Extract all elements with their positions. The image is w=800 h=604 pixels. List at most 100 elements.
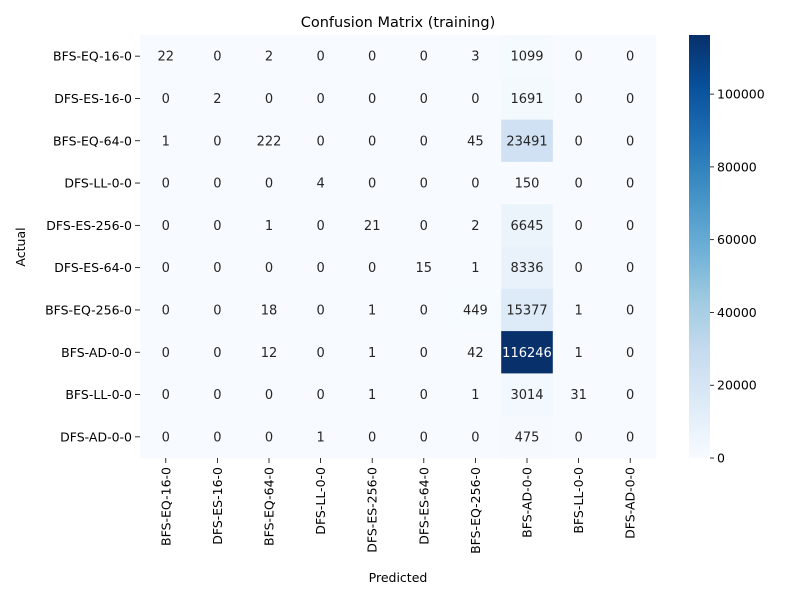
- heatmap-cell: [552, 288, 605, 332]
- cell-value-label: 0: [626, 177, 634, 192]
- cell-value-label: 2: [265, 50, 273, 65]
- heatmap-cell: [604, 119, 657, 163]
- heatmap-cell: [346, 246, 399, 290]
- heatmap-cell: [501, 204, 554, 247]
- heatmap-cell: [449, 161, 502, 205]
- cell-value-label: 2: [213, 92, 221, 107]
- heatmap-cell: [552, 119, 605, 163]
- heatmap-cell: [140, 246, 193, 290]
- cell-value-label: 150: [515, 177, 540, 192]
- x-tick-label: DFS-LL-0-0: [313, 467, 328, 535]
- cell-value-label: 1099: [510, 50, 543, 65]
- cell-value-label: 0: [213, 346, 221, 361]
- heatmap-cell: [552, 204, 605, 247]
- chart-title: Confusion Matrix (training): [301, 15, 495, 31]
- heatmap-cell: [501, 35, 554, 78]
- heatmap-cell: [449, 373, 502, 417]
- cell-value-label: 0: [420, 92, 428, 107]
- cell-value-label: 449: [463, 303, 488, 318]
- heatmap-cell: [140, 415, 193, 459]
- cell-value-label: 0: [162, 346, 170, 361]
- heatmap-cell: [604, 246, 657, 290]
- cell-value-label: 0: [574, 219, 582, 234]
- cell-value-label: 6645: [510, 219, 543, 234]
- cell-value-label: 0: [213, 303, 221, 318]
- heatmap-cell: [604, 204, 657, 247]
- heatmap-cell: [191, 161, 244, 205]
- heatmap-cell: [243, 204, 296, 247]
- cell-value-label: 15: [416, 261, 433, 276]
- cell-value-label: 0: [368, 50, 376, 65]
- cell-value-label: 0: [316, 50, 324, 65]
- cell-value-label: 0: [162, 261, 170, 276]
- cell-value-label: 1: [574, 303, 582, 318]
- heatmap-cell: [449, 77, 502, 121]
- cell-value-label: 1: [368, 346, 376, 361]
- heatmap-cell: [398, 161, 451, 205]
- cell-value-label: 1: [574, 346, 582, 361]
- heatmap-cell: [501, 331, 554, 374]
- cell-value-label: 0: [265, 92, 273, 107]
- y-tick-label: BFS-LL-0-0: [65, 387, 132, 402]
- cell-value-label: 0: [574, 177, 582, 192]
- cell-value-label: 0: [574, 92, 582, 107]
- cell-value-label: 0: [420, 346, 428, 361]
- cell-value-label: 21: [364, 219, 381, 234]
- cell-value-label: 0: [213, 134, 221, 149]
- heatmap-cell: [346, 204, 399, 247]
- cell-value-label: 0: [162, 177, 170, 192]
- cell-value-label: 2: [471, 219, 479, 234]
- heatmap-cell: [449, 288, 502, 332]
- heatmap-cell: [140, 331, 193, 374]
- heatmap-cell: [398, 331, 451, 374]
- heatmap-cell: [398, 35, 451, 78]
- heatmap-cell: [346, 331, 399, 374]
- cell-value-label: 0: [265, 177, 273, 192]
- cell-value-label: 1: [316, 430, 324, 445]
- cell-value-label: 222: [257, 134, 282, 149]
- heatmap-cell: [243, 35, 296, 78]
- heatmap-cell: [552, 35, 605, 78]
- cell-value-label: 0: [316, 134, 324, 149]
- heatmap-cell: [398, 246, 451, 290]
- heatmap-cell: [346, 77, 399, 121]
- cell-value-label: 0: [162, 219, 170, 234]
- x-tick-label: DFS-AD-0-0: [623, 467, 638, 539]
- cell-value-label: 0: [574, 50, 582, 65]
- heatmap-cell: [398, 373, 451, 417]
- heatmap-cell: [243, 415, 296, 459]
- heatmap-cell: [294, 246, 347, 290]
- cell-value-label: 0: [626, 92, 634, 107]
- heatmap-cell-labels: 22 0 2 0 0 0 3 1099 0 0 0 2 0 0 0 0 0 1691 0 0 1 0 222 0 0 0 45 234…: [158, 50, 635, 446]
- heatmap-cell: [552, 77, 605, 121]
- cell-value-label: 0: [471, 430, 479, 445]
- cell-value-label: 42: [467, 346, 484, 361]
- cell-value-label: 0: [368, 430, 376, 445]
- cell-value-label: 22: [158, 50, 175, 65]
- y-tick-label: DFS-AD-0-0: [60, 429, 132, 444]
- cell-value-label: 0: [162, 92, 170, 107]
- cell-value-label: 0: [368, 92, 376, 107]
- y-tick-label: DFS-ES-64-0: [54, 260, 132, 275]
- colorbar: 0 20000 40000 60000 80000 100000: [689, 35, 765, 466]
- y-tick-label: BFS-EQ-256-0: [45, 302, 132, 317]
- heatmap-cell: [243, 288, 296, 332]
- cell-value-label: 0: [626, 430, 634, 445]
- heatmap-cell: [604, 331, 657, 374]
- cell-value-label: 475: [515, 430, 540, 445]
- heatmap-cell: [398, 77, 451, 121]
- x-tick-label: BFS-AD-0-0: [520, 467, 535, 538]
- heatmap-cell: [398, 288, 451, 332]
- cell-value-label: 3014: [510, 388, 543, 403]
- cell-value-label: 0: [626, 346, 634, 361]
- cell-value-label: 116246: [502, 346, 552, 361]
- cell-value-label: 1: [265, 219, 273, 234]
- cell-value-label: 0: [213, 219, 221, 234]
- cell-value-label: 0: [471, 177, 479, 192]
- cell-value-label: 0: [626, 134, 634, 149]
- y-tick-label: BFS-AD-0-0: [61, 345, 132, 360]
- heatmap-cell: [449, 204, 502, 247]
- cell-value-label: 0: [213, 50, 221, 65]
